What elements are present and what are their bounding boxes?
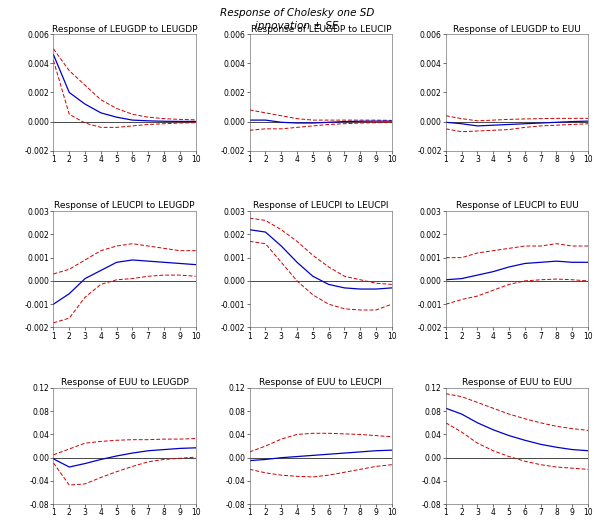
Title: Response of LEUCPI to LEUCPI: Response of LEUCPI to LEUCPI <box>253 201 388 210</box>
Title: Response of LEUGDP to LEUCIP: Response of LEUGDP to LEUCIP <box>251 24 391 34</box>
Title: Response of LEUCPI to EUU: Response of LEUCPI to EUU <box>456 201 579 210</box>
Title: Response of EUU to LEUGDP: Response of EUU to LEUGDP <box>61 378 188 387</box>
Title: Response of LEUGDP to LEUGDP: Response of LEUGDP to LEUGDP <box>52 24 197 34</box>
Title: Response of EUU to LEUCPI: Response of EUU to LEUCPI <box>260 378 382 387</box>
Text: innovation ± SE: innovation ± SE <box>255 21 339 31</box>
Title: Response of LEUGDP to EUU: Response of LEUGDP to EUU <box>453 24 581 34</box>
Title: Response of LEUCPI to LEUGDP: Response of LEUCPI to LEUGDP <box>54 201 195 210</box>
Title: Response of EUU to EUU: Response of EUU to EUU <box>462 378 572 387</box>
Text: Response of Cholesky one SD: Response of Cholesky one SD <box>220 8 374 18</box>
